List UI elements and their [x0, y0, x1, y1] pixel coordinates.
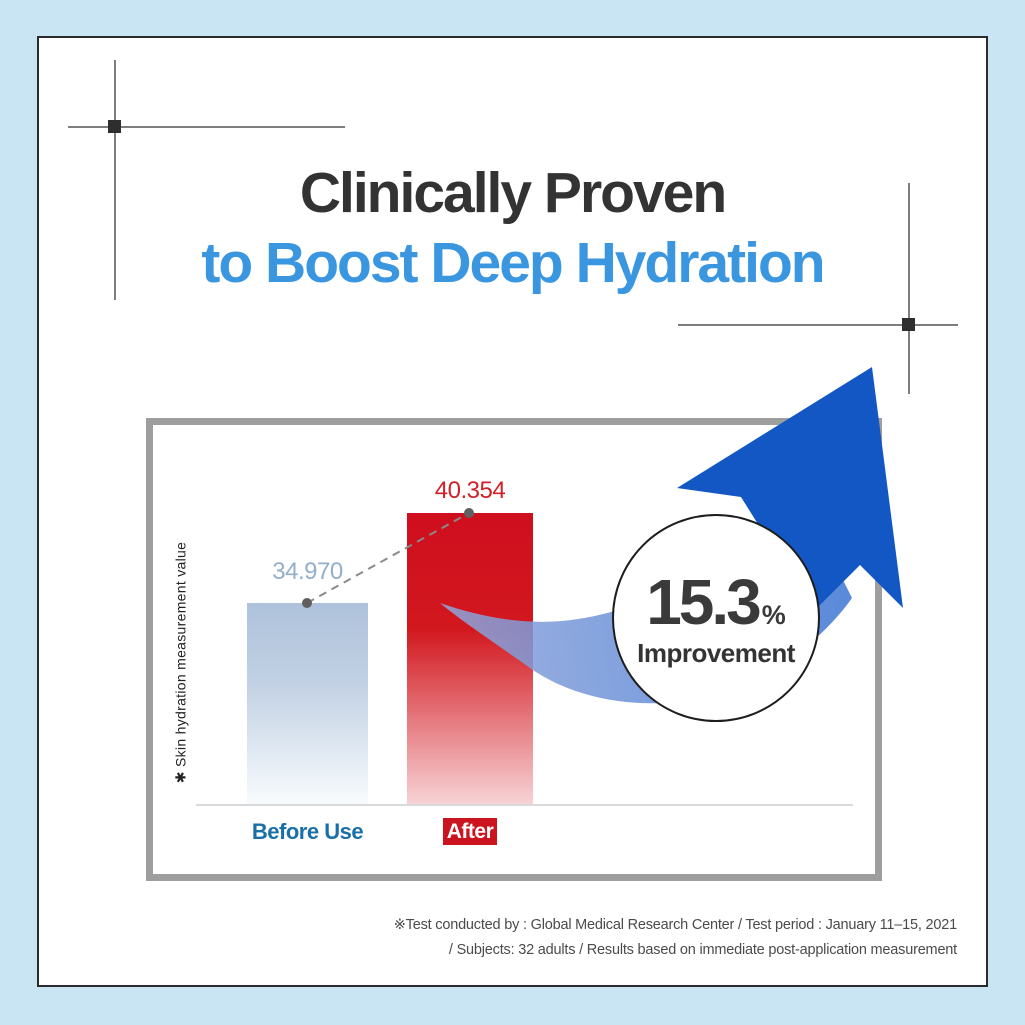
value-label-after: 40.354 — [434, 477, 506, 504]
footnote: ※Test conducted by : Global Medical Rese… — [337, 913, 957, 963]
crosshair-horizontal-line — [68, 126, 345, 128]
crosshair-vertical-line — [114, 60, 116, 300]
improvement-value: 15.3 — [646, 565, 762, 638]
improvement-circle: 15.3 % Improvement — [612, 514, 820, 722]
page-title: Clinically Proven to Boost Deep Hydratio… — [37, 158, 988, 298]
crosshair-square — [108, 120, 121, 133]
title-line-1: Clinically Proven — [299, 161, 727, 225]
bar-before-use — [247, 603, 368, 804]
improvement-label: Improvement — [637, 637, 795, 668]
title-line-2: to Boost Deep Hydration — [201, 231, 825, 295]
improvement-percent-sign: % — [761, 599, 786, 630]
crosshair-vertical-line — [908, 183, 910, 394]
footnote-line-1: ※Test conducted by : Global Medical Rese… — [393, 917, 957, 933]
x-axis-baseline — [196, 804, 853, 806]
improvement-value-row: 15.3 % — [646, 565, 786, 638]
bar-after — [407, 513, 533, 804]
crosshair-horizontal-line — [678, 324, 958, 326]
y-axis-label: ✱ Skin hydration measurement value — [172, 541, 189, 784]
category-label-before: Before Use — [251, 819, 364, 844]
category-label-after-badge: After — [443, 818, 497, 845]
crosshair-square — [902, 318, 915, 331]
value-label-before: 34.970 — [272, 558, 343, 585]
footnote-line-2: / Subjects: 32 adults / Results based on… — [448, 942, 957, 958]
